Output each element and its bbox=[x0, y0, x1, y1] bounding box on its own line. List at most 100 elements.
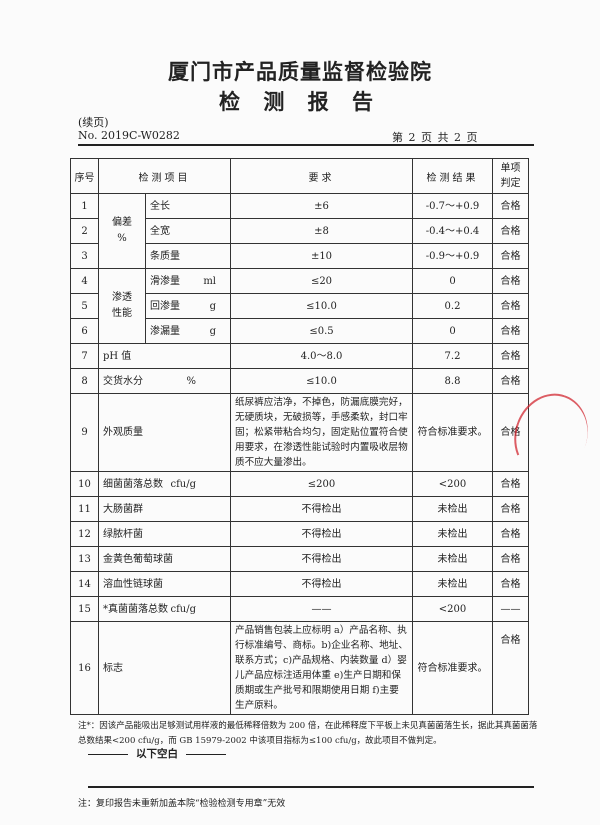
row-number: 10 bbox=[70, 471, 99, 497]
item-name: 细菌菌落总数 bbox=[103, 478, 163, 490]
test-item: 金黄色葡萄球菌 bbox=[98, 546, 231, 572]
row-number: 1 bbox=[70, 193, 99, 219]
item-unit: % bbox=[186, 375, 196, 387]
verdict: 合格 bbox=[492, 218, 529, 244]
test-item: *真菌菌落总数 cfu/g bbox=[98, 596, 231, 622]
row-number: 7 bbox=[70, 343, 99, 369]
item-name: *真菌菌落总数 bbox=[103, 603, 168, 615]
row-number: 16 bbox=[70, 621, 99, 715]
verdict: 合格 bbox=[492, 546, 529, 572]
requirement: ±8 bbox=[230, 218, 413, 244]
table-row: 5 回渗量 g ≤10.0 0.2 合格 bbox=[70, 293, 529, 319]
table-row: 10 细菌菌落总数 cfu/g ≤200 <200 合格 bbox=[70, 471, 529, 497]
row-number: 9 bbox=[70, 393, 99, 472]
table-row: 4 渗透 性能 滑渗量 ml ≤20 0 合格 bbox=[70, 268, 529, 344]
item-name: 条质量 bbox=[150, 250, 180, 262]
test-item: 渗漏量 g bbox=[145, 318, 231, 344]
requirement: 不得检出 bbox=[230, 496, 413, 522]
requirement: 纸尿裤应洁净，不掉色，防漏底膜完好，无硬质块，无破损等，手感柔软，封口牢固；松紧… bbox=[230, 393, 413, 472]
row-number: 15 bbox=[70, 596, 99, 622]
item-name: 金黄色葡萄球菌 bbox=[103, 553, 173, 565]
verdict: 合格 bbox=[492, 293, 529, 319]
page-info: 第 2 页 共 2 页 bbox=[392, 131, 478, 144]
header-verdict: 单项判定 bbox=[492, 158, 529, 194]
verdict: 合格 bbox=[492, 571, 529, 597]
item-name: pH 值 bbox=[103, 350, 132, 362]
blank-below-text: 以下空白 bbox=[136, 748, 178, 760]
requirement: 不得检出 bbox=[230, 546, 413, 572]
row-number: 11 bbox=[70, 496, 99, 522]
item-unit: cfu/g bbox=[170, 478, 196, 490]
requirement: ≤10.0 bbox=[230, 368, 413, 394]
test-item: 大肠菌群 bbox=[98, 496, 231, 522]
test-result: 符合标准要求。 bbox=[412, 393, 493, 472]
item-name: 外观质量 bbox=[103, 427, 143, 438]
report-title: 检 测 报 告 bbox=[219, 90, 381, 114]
row-number: 5 bbox=[70, 293, 99, 319]
test-item: 全宽 bbox=[145, 218, 231, 244]
test-item: 外观质量 bbox=[98, 393, 231, 472]
item-name: 标志 bbox=[103, 662, 123, 674]
requirement: ±10 bbox=[230, 243, 413, 269]
footer-note: 注：复印报告未重新加盖本院“检验检测专用章”无效 bbox=[78, 799, 286, 809]
row-number: 6 bbox=[70, 318, 99, 344]
test-item: 交货水分% bbox=[98, 368, 231, 394]
row-number: 13 bbox=[70, 546, 99, 572]
item-name: 回渗量 bbox=[150, 300, 180, 312]
requirement: ≤20 bbox=[230, 268, 413, 294]
table-header-row: 序号 检测项目 要求 检测结果 单项判定 bbox=[70, 158, 529, 194]
test-result: 7.2 bbox=[412, 343, 493, 369]
verdict: 合格 bbox=[492, 318, 529, 344]
requirement: 不得检出 bbox=[230, 571, 413, 597]
verdict: 合格 bbox=[492, 471, 529, 497]
table-row: 9 外观质量 纸尿裤应洁净，不掉色，防漏底膜完好，无硬质块，无破损等，手感柔软，封口… bbox=[70, 393, 529, 472]
test-item: 标志 bbox=[98, 621, 231, 715]
item-group: 渗透 性能 bbox=[98, 268, 146, 344]
row-number: 14 bbox=[70, 571, 99, 597]
item-name: 渗漏量 bbox=[150, 325, 180, 337]
verdict: —— bbox=[492, 596, 529, 622]
header-no: 序号 bbox=[70, 158, 99, 194]
test-result: -0.9～+0.9 bbox=[412, 243, 493, 269]
test-item: 回渗量 g bbox=[145, 293, 231, 319]
footer-rule bbox=[88, 786, 534, 788]
row-number: 4 bbox=[70, 268, 99, 294]
test-item: 细菌菌落总数 cfu/g bbox=[98, 471, 231, 497]
table-row: 15 *真菌菌落总数 cfu/g —— <200 —— bbox=[70, 596, 529, 622]
requirement: ≤200 bbox=[230, 471, 413, 497]
item-name: 交货水分 bbox=[103, 375, 143, 387]
requirement: ±6 bbox=[230, 193, 413, 219]
test-item: 绿脓杆菌 bbox=[98, 521, 231, 547]
test-result: 0 bbox=[412, 318, 493, 344]
item-name: 绿脓杆菌 bbox=[103, 528, 143, 540]
requirement: —— bbox=[230, 596, 413, 622]
verdict: 合格 bbox=[492, 268, 529, 294]
item-name: 滑渗量 bbox=[150, 275, 180, 287]
test-result: 符合标准要求。 bbox=[412, 621, 493, 715]
results-table: 序号 检测项目 要求 检测结果 单项判定 1 偏差 % 全长 ±6 -0.7～+0.9 合… bbox=[70, 158, 529, 715]
test-result: 未检出 bbox=[412, 521, 493, 547]
test-item: 全长 bbox=[145, 193, 231, 219]
table-row: 14 溶血性链球菌 不得检出 未检出 合格 bbox=[70, 571, 529, 597]
institute-name: 厦门市产品质量监督检验院 bbox=[168, 60, 432, 84]
item-unit: ml bbox=[203, 275, 216, 287]
header-requirement: 要求 bbox=[230, 158, 413, 194]
item-name: 全长 bbox=[150, 200, 170, 212]
continued-label: (续页) bbox=[78, 116, 109, 129]
verdict: 合格 bbox=[492, 621, 529, 715]
report-number: No. 2019C-W0282 bbox=[78, 129, 180, 142]
requirement: ≤0.5 bbox=[230, 318, 413, 344]
requirement: ≤10.0 bbox=[230, 293, 413, 319]
verdict: 合格 bbox=[492, 521, 529, 547]
header-rule bbox=[78, 144, 534, 146]
item-unit: cfu/g bbox=[170, 603, 196, 615]
header-result: 检测结果 bbox=[412, 158, 493, 194]
requirement: 产品销售包装上应标明 a）产品名称、执行标准编号、商标。b)企业名称、地址、联系… bbox=[230, 621, 413, 715]
test-result: -0.4～+0.4 bbox=[412, 218, 493, 244]
test-item: 条质量 bbox=[145, 243, 231, 269]
test-result: -0.7～+0.9 bbox=[412, 193, 493, 219]
verdict: 合格 bbox=[492, 368, 529, 394]
verdict: 合格 bbox=[492, 496, 529, 522]
test-result: 未检出 bbox=[412, 571, 493, 597]
